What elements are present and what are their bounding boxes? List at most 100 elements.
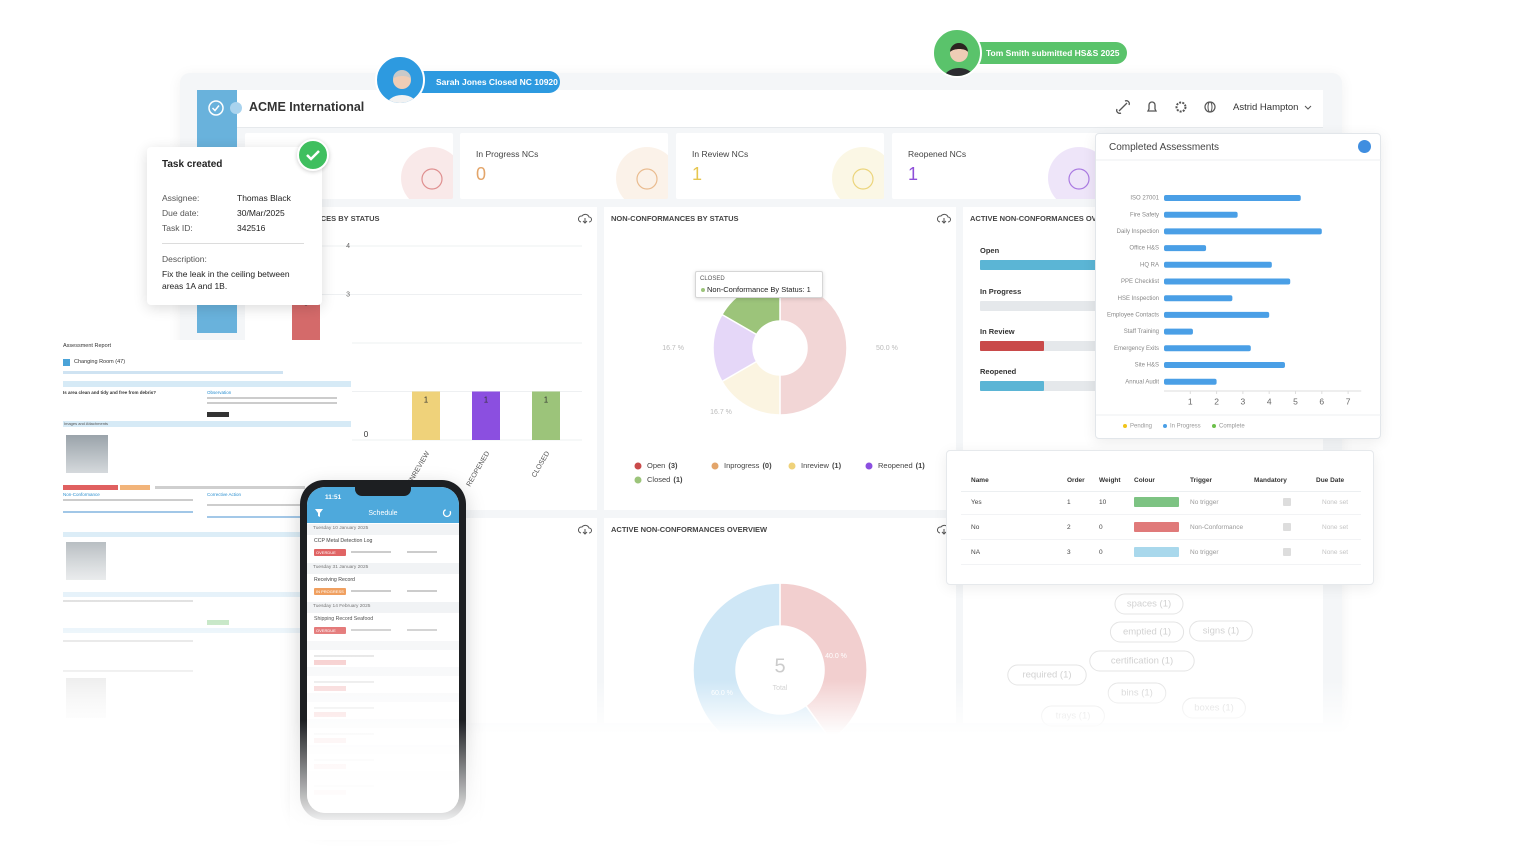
tag: signs (1) [1203, 626, 1239, 637]
rule-table-card: Name Order Weight Colour Trigger Mandatory Due… [946, 450, 1374, 585]
kpi-icon [401, 147, 453, 199]
phone-title: Schedule [368, 510, 398, 517]
text-line [207, 397, 337, 399]
kpi-icon-bg [832, 147, 884, 199]
task-field-value: Thomas Black [237, 193, 291, 203]
legend-entry: Inreview (1) [801, 461, 842, 470]
download-icon[interactable] [578, 213, 592, 225]
header-icon[interactable] [1146, 101, 1158, 112]
bar [1164, 228, 1322, 235]
kpi-icon-ring [636, 168, 658, 190]
download-icon[interactable] [578, 524, 592, 536]
y-tick-label: 3 [346, 291, 350, 298]
cell-weight: 10 [1099, 499, 1107, 506]
corrective-label: Corrective Action [207, 492, 242, 497]
header-icon[interactable] [1204, 101, 1216, 113]
download-glyph [937, 213, 951, 224]
attachment-image [66, 435, 108, 473]
status-text: IN PROGRESS [316, 589, 344, 594]
cell-name: No [971, 524, 980, 531]
header-icon[interactable] [1175, 101, 1187, 113]
nc-meta-line [155, 486, 305, 489]
kpi-card: In Review NCs 1 [676, 133, 884, 199]
cell-trigger: Non-Conformance [1190, 524, 1244, 531]
kpi-icon-bg [401, 147, 453, 199]
pie-slice [720, 360, 781, 416]
section-badge [63, 359, 70, 366]
meta-line [351, 590, 391, 592]
bar-value-label: 0 [364, 430, 369, 439]
avatar-body [386, 95, 418, 103]
panel-title: NON-CONFORMANCES BY STATUS [611, 214, 739, 223]
cell-weight: 0 [1099, 549, 1103, 556]
status-text: OVERDUE [316, 550, 336, 555]
pie-slice [779, 280, 848, 416]
y-tick-label: ISO 27001 [1130, 196, 1159, 202]
download-icon[interactable] [937, 213, 951, 225]
kpi-card: Reopened NCs 1 [892, 133, 1100, 199]
cell-colour [1134, 522, 1179, 532]
nc-band-orange [120, 485, 150, 490]
bar [1164, 245, 1207, 252]
filter-icon[interactable] [315, 509, 323, 517]
legend-swatch [634, 476, 642, 484]
cell-trigger: No trigger [1190, 549, 1219, 556]
legend-name: Closed [647, 475, 670, 484]
x-tick-label: 4 [1267, 396, 1272, 406]
slice-label: 16.7 % [710, 409, 732, 416]
task-field-label: Assignee: [162, 193, 200, 203]
task-description-label: Description: [162, 254, 207, 264]
refresh-icon[interactable] [442, 508, 452, 518]
kpi-icon [832, 147, 884, 199]
column-header: Trigger [1190, 477, 1213, 484]
avatar-body [943, 68, 975, 76]
x-tick-label: 5 [1293, 396, 1298, 406]
task-field-label: Due date: [162, 208, 199, 218]
cell-order: 1 [1067, 499, 1071, 506]
x-tick-label: 2 [1214, 396, 1219, 406]
completed-chart: ISO 27001 Fire Safety Daily Inspection Offi… [1096, 159, 1382, 430]
cell-weight: 0 [1099, 524, 1103, 531]
report-title: Assessment Report [63, 343, 111, 349]
phone-notch [355, 487, 411, 496]
y-tick-label: Daily Inspection [1117, 229, 1159, 235]
row-rule [961, 539, 1361, 540]
legend-label: Complete [1219, 424, 1245, 430]
cell-name: NA [971, 549, 981, 556]
tag: certification (1) [1111, 656, 1173, 667]
legend-swatch [1163, 424, 1167, 428]
x-tick-label: CLOSED [531, 450, 551, 478]
bar-value-label: 1 [484, 396, 489, 405]
bar [1164, 295, 1233, 302]
bar [1164, 311, 1270, 318]
y-tick-label: 4 [346, 243, 350, 250]
card-menu-button[interactable] [1358, 140, 1371, 153]
observation-label: Observation [207, 390, 232, 395]
legend-name: Reopened [878, 461, 913, 470]
avatar-hair [950, 43, 968, 52]
task-separator [162, 243, 304, 244]
cell-due-date: None set [1322, 524, 1349, 531]
legend-count: (3) [668, 461, 678, 470]
slice-label: 50.0 % [876, 345, 898, 352]
header-icon[interactable] [1116, 100, 1130, 114]
tag-pill [1114, 593, 1184, 615]
legend-swatch [1123, 424, 1127, 428]
legend-count: (0) [762, 461, 772, 470]
kpi-icon-ring [1068, 168, 1090, 190]
legend-name: Open [647, 461, 665, 470]
cell-order: 2 [1067, 524, 1071, 531]
kpi-value: 1 [908, 164, 919, 184]
legend-swatch [634, 462, 642, 470]
column-header: Name [971, 477, 989, 484]
nc-label: Non-Conformance [63, 492, 100, 497]
notification-text: Sarah Jones Closed NC 10920 [436, 77, 558, 87]
meta-line [407, 590, 437, 592]
slice-label: 16.7 % [662, 345, 684, 352]
tooltip-text: Non-Conformance By Status: 1 [707, 285, 811, 294]
bar-value-label: 1 [424, 396, 429, 405]
bar [1164, 328, 1193, 335]
x-tick-label: 7 [1346, 396, 1351, 406]
kpi-label: In Review NCs [692, 149, 749, 159]
y-tick-label: HSE Inspection [1118, 296, 1159, 302]
